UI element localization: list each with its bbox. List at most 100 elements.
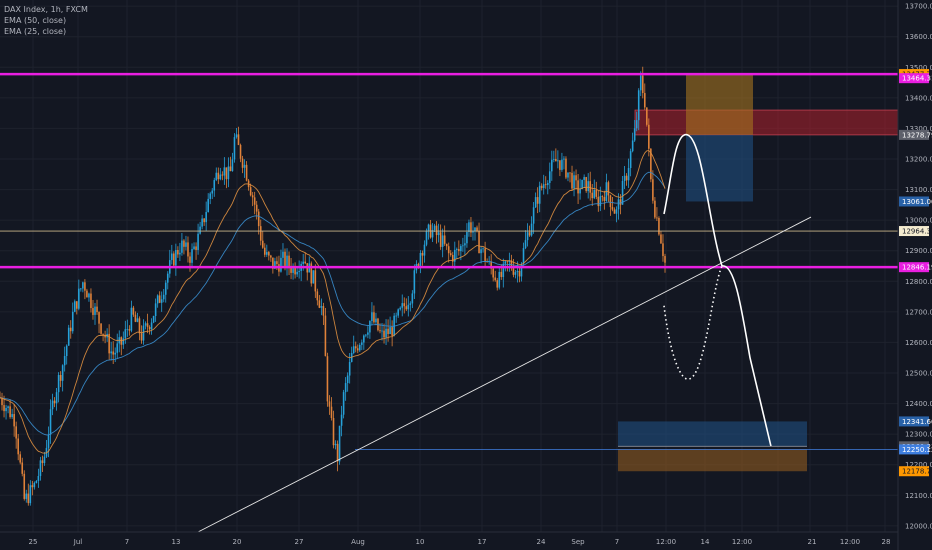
candle-body bbox=[90, 293, 92, 309]
price-tick-label: 13500.00 bbox=[905, 64, 932, 72]
candle-body bbox=[611, 207, 614, 210]
candle-body bbox=[263, 247, 266, 255]
candle-body bbox=[124, 329, 127, 339]
candle-body bbox=[162, 294, 165, 300]
candle-body bbox=[464, 243, 466, 246]
candle-body bbox=[173, 253, 175, 266]
candle-body bbox=[660, 234, 662, 244]
time-tick-label: 12:00 bbox=[732, 538, 752, 546]
candle-body bbox=[579, 188, 581, 194]
candle-body bbox=[257, 211, 260, 227]
candle-body bbox=[551, 159, 553, 172]
candle-body bbox=[435, 225, 438, 236]
candle-body bbox=[478, 231, 480, 254]
lower-blue-box bbox=[618, 421, 807, 447]
candle-body bbox=[433, 225, 436, 230]
candle-body bbox=[76, 301, 78, 309]
candle-body bbox=[417, 263, 420, 267]
candle-body bbox=[395, 315, 397, 317]
candle-body bbox=[597, 196, 600, 207]
chart-legend: DAX Index, 1h, FXCM EMA (50, close) EMA … bbox=[4, 4, 88, 37]
candle-body bbox=[540, 185, 543, 189]
candle-body bbox=[458, 248, 460, 252]
candle-body bbox=[571, 172, 573, 189]
candle-body bbox=[310, 263, 313, 284]
candle-body bbox=[567, 172, 569, 178]
legend-ema25[interactable]: EMA (25, close) bbox=[4, 27, 67, 36]
legend-ema50[interactable]: EMA (50, close) bbox=[4, 16, 67, 25]
candle-body bbox=[375, 318, 377, 323]
resistance-zone bbox=[634, 109, 899, 136]
candle-body bbox=[33, 482, 36, 488]
price-tick-label: 13600.00 bbox=[905, 33, 932, 41]
time-tick-label: 7 bbox=[125, 538, 129, 546]
price-tag bbox=[899, 444, 929, 455]
candle-body bbox=[25, 493, 28, 499]
candle-body bbox=[183, 240, 185, 247]
candle-body bbox=[538, 185, 541, 204]
candle-body bbox=[441, 235, 444, 247]
candle-body bbox=[447, 246, 450, 254]
candle-body bbox=[338, 425, 341, 462]
candle-body bbox=[520, 263, 523, 277]
candle-body bbox=[629, 151, 632, 169]
candle-body bbox=[635, 120, 638, 129]
candle-body bbox=[154, 303, 157, 316]
candle-body bbox=[259, 226, 262, 241]
time-axis[interactable]: 25 Jul 7 13 20 27 Aug 10 17 24 Sep 7 12:00 14 12:00 21 1… bbox=[0, 531, 898, 546]
candle-body bbox=[231, 159, 234, 172]
legend-symbol[interactable]: DAX Index, 1h, FXCM bbox=[4, 5, 88, 14]
price-tag-label: 12250.12 bbox=[902, 446, 932, 454]
candle-body bbox=[336, 443, 339, 462]
candle-body bbox=[189, 256, 191, 263]
candle-body bbox=[385, 328, 387, 338]
candle-body bbox=[387, 328, 389, 335]
candle-body bbox=[419, 252, 422, 267]
time-tick-label: 28 bbox=[882, 538, 891, 546]
candle-body bbox=[110, 351, 112, 354]
candle-body bbox=[296, 271, 298, 275]
price-tick-label: 12800.00 bbox=[905, 278, 932, 286]
candle-body bbox=[229, 166, 232, 172]
price-tag bbox=[899, 466, 929, 477]
candle-body bbox=[532, 207, 535, 224]
candle-body bbox=[652, 179, 654, 201]
candle-body bbox=[656, 217, 658, 219]
candles bbox=[0, 66, 666, 506]
candle-body bbox=[356, 348, 359, 351]
candle-body bbox=[322, 306, 325, 316]
time-tick-label: 12:00 bbox=[840, 538, 860, 546]
candle-body bbox=[577, 180, 579, 194]
candle-body bbox=[61, 365, 64, 381]
price-tag-label: 12341.66 bbox=[902, 418, 932, 426]
price-tick-label: 13300.00 bbox=[905, 125, 932, 133]
candle-body bbox=[5, 407, 7, 412]
candle-body bbox=[312, 270, 315, 284]
candle-body bbox=[142, 325, 145, 341]
candle-body bbox=[140, 333, 143, 341]
price-tags: 13477.7213464.3113278.7913061.0612964.34… bbox=[899, 69, 932, 477]
candle-body bbox=[80, 288, 82, 290]
candle-body bbox=[443, 235, 446, 244]
candle-body bbox=[233, 137, 236, 160]
candle-body bbox=[508, 260, 511, 262]
candle-body bbox=[498, 271, 501, 288]
time-tick-label: 7 bbox=[615, 538, 619, 546]
horizontal-levels bbox=[0, 72, 898, 450]
candle-body bbox=[102, 333, 104, 335]
candle-body bbox=[130, 307, 133, 331]
price-tag bbox=[899, 129, 929, 140]
candle-body bbox=[348, 361, 351, 376]
candle-body bbox=[84, 282, 86, 291]
price-axis[interactable]: 12000.00 12100.00 12200.00 12300.00 12400.00… bbox=[897, 0, 932, 550]
candle-body bbox=[15, 426, 17, 439]
candle-body bbox=[239, 144, 242, 159]
price-tag-label: 12846.19 bbox=[902, 264, 932, 272]
candle-body bbox=[13, 414, 15, 427]
candle-body bbox=[548, 171, 551, 183]
candle-body bbox=[352, 346, 355, 354]
candle-body bbox=[274, 261, 276, 269]
candle-body bbox=[290, 266, 292, 273]
candle-body bbox=[221, 174, 224, 176]
